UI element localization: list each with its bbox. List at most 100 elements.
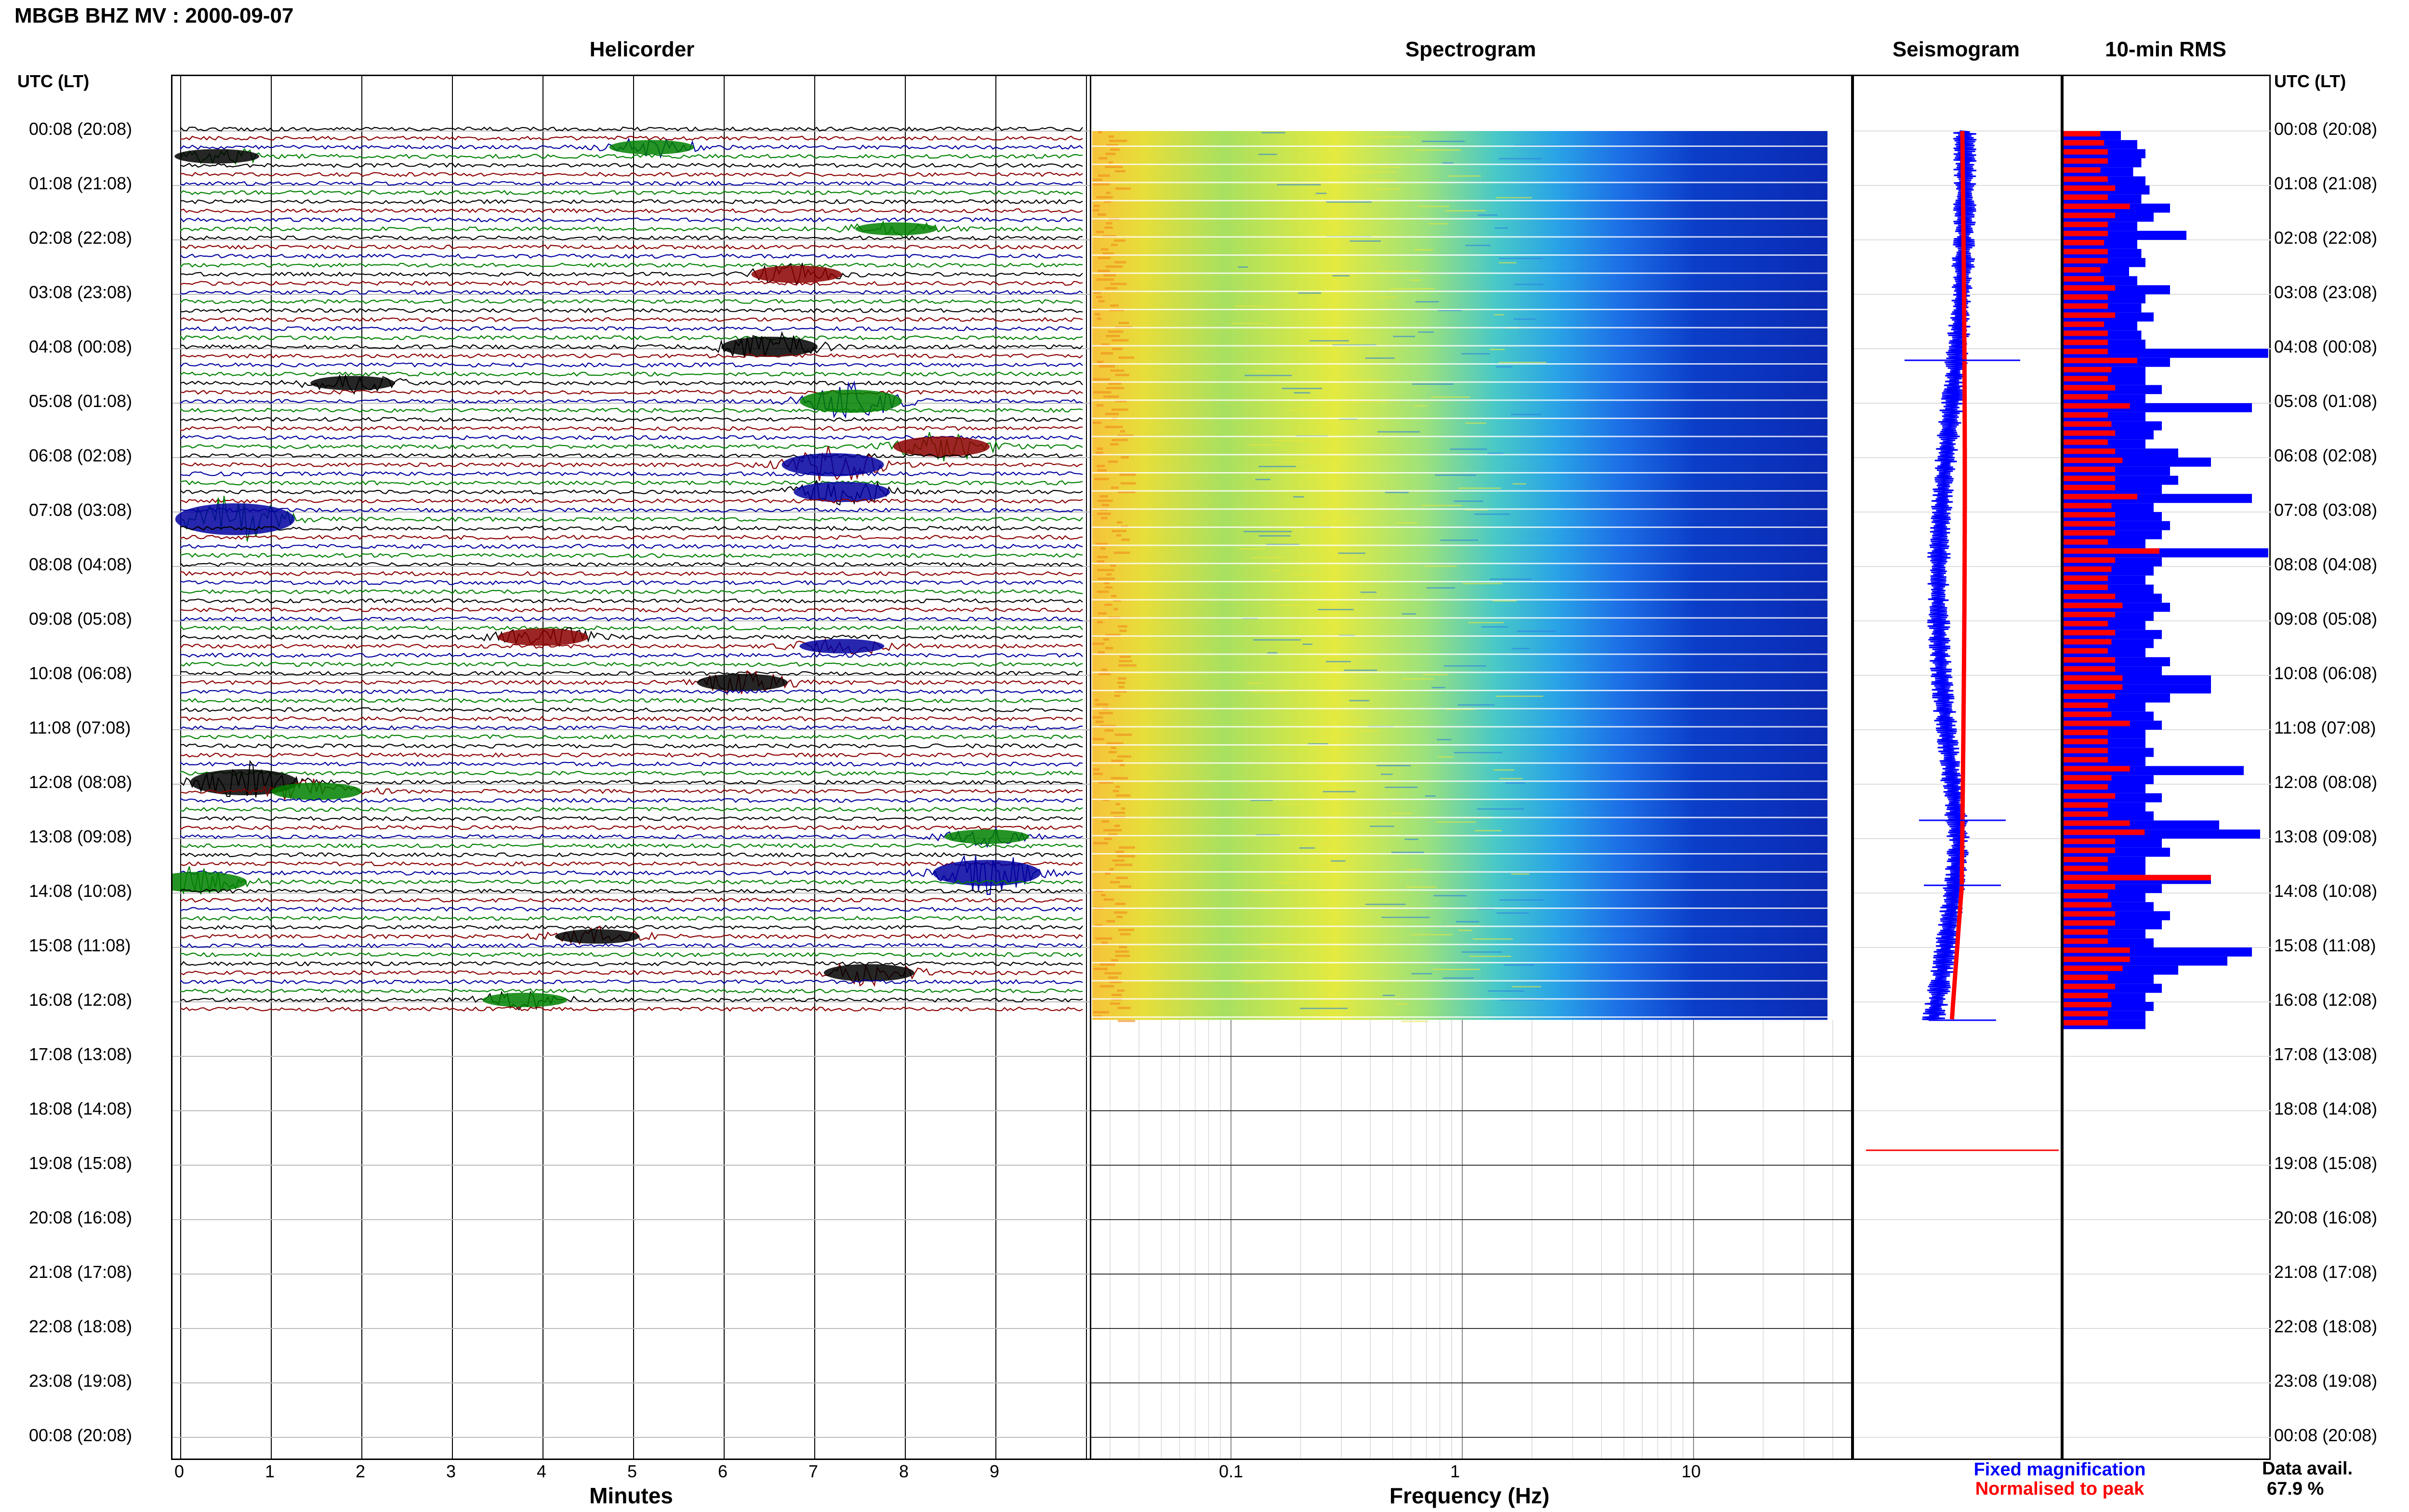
spectrogram-band (1097, 560, 1104, 563)
spectrogram-band (1338, 552, 1365, 554)
spectrogram-band (1119, 656, 1131, 658)
helicorder-trace (180, 507, 1083, 513)
spectrogram-band (1096, 404, 1104, 407)
spectrogram-band (1106, 920, 1115, 922)
spectrogram-band (1381, 917, 1430, 918)
helicorder-event (933, 860, 1041, 886)
spectrogram-band (1116, 916, 1123, 918)
spectrogram-band (1112, 348, 1123, 350)
spectrogram-band (1255, 479, 1271, 480)
spectrogram-band (1406, 886, 1437, 888)
spectrogram-gap (1092, 272, 1828, 274)
spectrogram-band (1391, 852, 1424, 853)
helicorder-trace (180, 815, 1083, 821)
helicorder-trace (180, 562, 1083, 567)
spectrogram-band (1118, 885, 1131, 888)
spectrogram-band (1511, 873, 1530, 875)
spectrogram-band (1103, 898, 1114, 901)
spectrogram-band (1234, 305, 1267, 307)
hour-tick-right: 03:08 (23:08) (2274, 282, 2378, 302)
spectrogram-gap (1092, 998, 1828, 1000)
spectrogram-band (1110, 148, 1120, 151)
hour-tick-left: 14:08 (10:08) (29, 881, 132, 901)
spectrogram-band (1267, 253, 1282, 255)
spectrogram-band (1489, 349, 1505, 350)
helicorder-trace (180, 299, 1083, 304)
helicorder-trace (180, 697, 1083, 704)
spectrogram-band (1461, 951, 1502, 953)
spectrogram-gap (1092, 635, 1828, 637)
rms-bar-normalised (2064, 194, 2108, 200)
helicorder-trace (180, 707, 1083, 712)
spectrogram-gap (1092, 799, 1828, 800)
helicorder-trace (180, 434, 1083, 440)
helicorder-event (794, 482, 890, 502)
spectrogram-band (1489, 579, 1532, 580)
rms-bar-normalised (2064, 702, 2108, 708)
spectrogram-band (1120, 933, 1131, 935)
spectrogram-band (1496, 197, 1532, 198)
spectrogram-band (1117, 491, 1136, 493)
spectrogram-band (1114, 911, 1127, 914)
helicorder-trace (180, 543, 1083, 549)
minute-tick-label: 9 (990, 1461, 1000, 1481)
helicorder-trace (180, 888, 1083, 894)
spectrogram-band (1320, 232, 1343, 233)
helicorder-trace (180, 866, 1083, 895)
spectrogram-band (1450, 448, 1487, 450)
spectrogram-band (1092, 209, 1099, 211)
spectrogram-band (1110, 443, 1119, 446)
helicorder-trace (180, 316, 1083, 322)
spectrogram-band (1119, 946, 1127, 948)
spectrogram-band (1111, 760, 1124, 762)
spectrogram-band (1359, 730, 1379, 732)
spectrogram-band (1105, 872, 1111, 875)
spectrogram-panel (1090, 75, 1853, 1460)
spectrogram-gap (1092, 653, 1828, 655)
spectrogram-band (1109, 868, 1114, 870)
spectrogram-band (1120, 482, 1136, 485)
spectrogram-band (1121, 807, 1125, 810)
rms-bar-normalised (2064, 566, 2112, 572)
helicorder-trace (180, 526, 1083, 531)
spectrogram-band (1106, 387, 1125, 389)
helicorder-trace (180, 924, 1083, 930)
spectrogram-band (1385, 787, 1418, 788)
spectrogram-band (1428, 223, 1449, 224)
hour-tick-right: 00:08 (20:08) (2274, 119, 2378, 139)
hour-tick-left: 03:08 (23:08) (29, 282, 132, 302)
rms-bar-normalised (2064, 603, 2123, 608)
rms-bar-normalised (2064, 693, 2116, 699)
hour-tick-right: 06:08 (02:08) (2274, 446, 2378, 465)
helicorder-trace (180, 216, 1083, 223)
spectrogram-band (1458, 487, 1501, 489)
spectrogram-band (1117, 855, 1135, 857)
helicorder-trace (180, 135, 1083, 141)
helicorder-trace (180, 943, 1083, 948)
hour-tick-left: 04:08 (00:08) (29, 337, 132, 356)
helicorder-trace (180, 761, 1083, 767)
spectrogram-band (1369, 136, 1410, 138)
rms-bar-normalised (2064, 485, 2116, 490)
spectrogram-band (1108, 751, 1117, 753)
spectrogram-band (1498, 362, 1547, 363)
rms-bar-normalised (2064, 612, 2116, 618)
spectrogram-band (1231, 323, 1267, 324)
helicorder-event (174, 149, 260, 164)
spectrogram-band (1114, 261, 1126, 263)
helicorder-event (721, 337, 818, 357)
spectrogram-band (1114, 864, 1133, 866)
spectrogram-band (1299, 561, 1314, 563)
helicorder-trace (180, 616, 1083, 622)
helicorder-trace (180, 380, 1083, 419)
spectrogram-band (1277, 804, 1305, 805)
spectrogram-band (1465, 245, 1491, 246)
spectrogram-band (1116, 877, 1128, 879)
spectrogram-band (1093, 968, 1108, 970)
spectrogram-gap (1092, 671, 1828, 673)
rms-bar-normalised (2064, 738, 2108, 745)
spectrogram-band (1440, 539, 1478, 541)
spectrogram-band (1114, 170, 1126, 172)
spectrogram-band (1250, 800, 1273, 801)
spectrogram-band (1098, 578, 1115, 580)
